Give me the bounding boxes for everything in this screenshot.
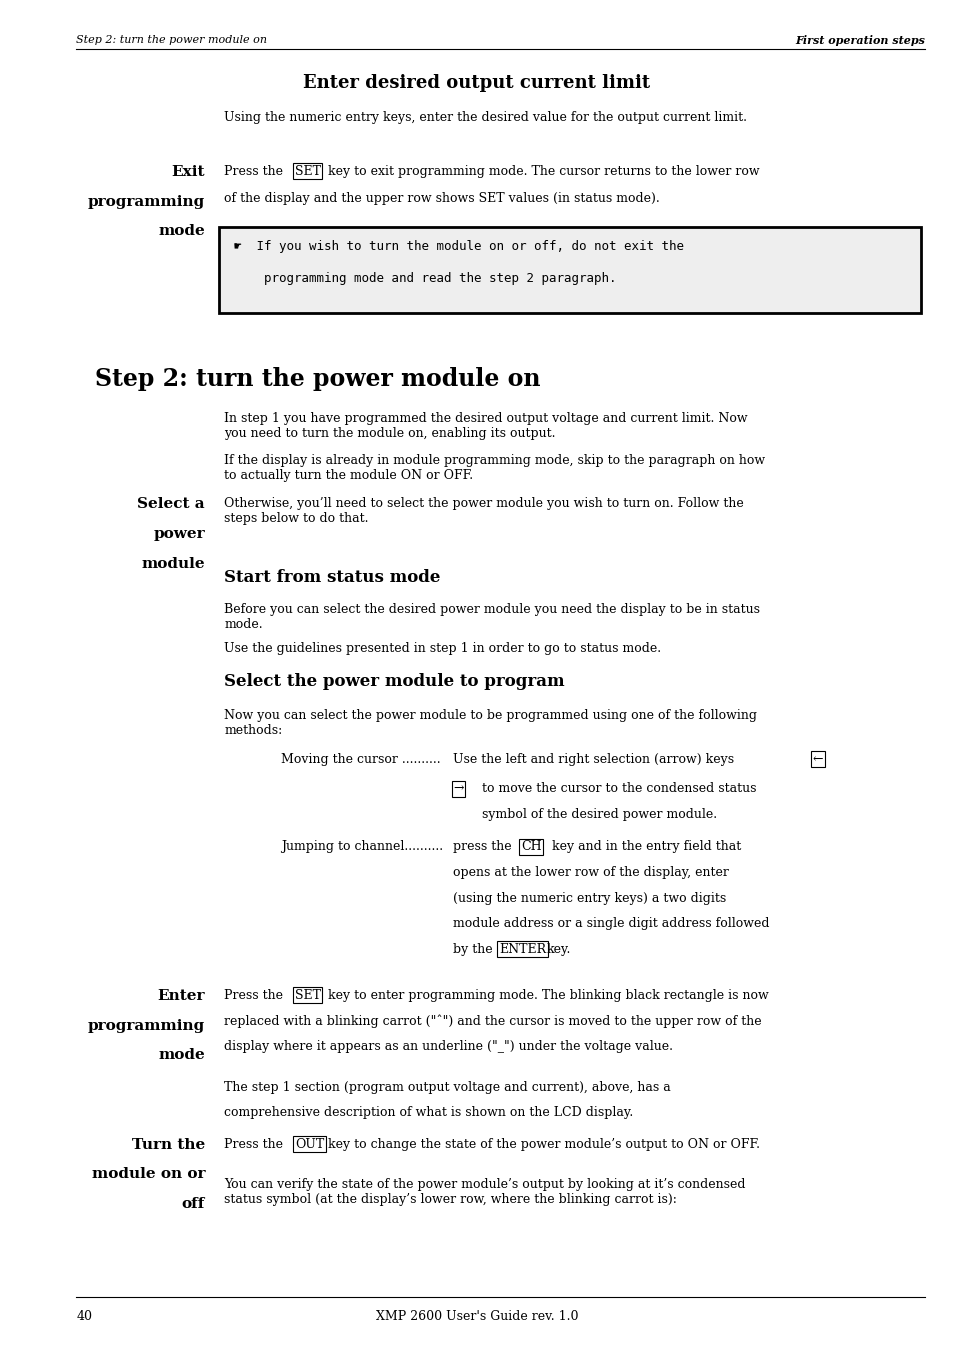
Text: Before you can select the desired power module you need the display to be in sta: Before you can select the desired power … <box>224 603 760 631</box>
Text: Select the power module to program: Select the power module to program <box>224 673 564 690</box>
Text: power: power <box>153 527 205 540</box>
Text: programming: programming <box>88 1019 205 1032</box>
Text: ☛  If you wish to turn the module on or off, do not exit the: ☛ If you wish to turn the module on or o… <box>233 240 683 254</box>
Text: Press the: Press the <box>224 989 283 1002</box>
Text: of the display and the upper row shows SET values (in status mode).: of the display and the upper row shows S… <box>224 192 659 205</box>
Text: programming mode and read the step 2 paragraph.: programming mode and read the step 2 par… <box>233 272 616 285</box>
Text: key to exit programming mode. The cursor returns to the lower row: key to exit programming mode. The cursor… <box>328 165 759 178</box>
Text: Select a: Select a <box>137 497 205 511</box>
Text: SET: SET <box>294 989 320 1002</box>
Text: ENTER: ENTER <box>498 943 545 957</box>
Text: Start from status mode: Start from status mode <box>224 569 440 586</box>
Text: If the display is already in module programming mode, skip to the paragraph on h: If the display is already in module prog… <box>224 454 764 482</box>
Text: You can verify the state of the power module’s output by looking at it’s condens: You can verify the state of the power mo… <box>224 1178 745 1206</box>
Text: Press the: Press the <box>224 165 283 178</box>
Text: The step 1 section (program output voltage and current), above, has a: The step 1 section (program output volta… <box>224 1081 670 1094</box>
Text: CH: CH <box>520 840 541 854</box>
Text: key to enter programming mode. The blinking black rectangle is now: key to enter programming mode. The blink… <box>328 989 768 1002</box>
Text: replaced with a blinking carrot ("ˆ") and the cursor is moved to the upper row o: replaced with a blinking carrot ("ˆ") an… <box>224 1015 761 1028</box>
Text: Otherwise, you’ll need to select the power module you wish to turn on. Follow th: Otherwise, you’ll need to select the pow… <box>224 497 743 526</box>
FancyBboxPatch shape <box>219 227 920 313</box>
Text: OUT: OUT <box>294 1138 324 1151</box>
Text: Press the: Press the <box>224 1138 283 1151</box>
Text: module on or: module on or <box>91 1167 205 1181</box>
Text: Use the guidelines presented in step 1 in order to go to status mode.: Use the guidelines presented in step 1 i… <box>224 642 660 655</box>
Text: symbol of the desired power module.: symbol of the desired power module. <box>481 808 716 821</box>
Text: mode: mode <box>158 224 205 238</box>
Text: Enter: Enter <box>157 989 205 1002</box>
Text: module address or a single digit address followed: module address or a single digit address… <box>453 917 769 931</box>
Text: Use the left and right selection (arrow) keys: Use the left and right selection (arrow)… <box>453 753 734 766</box>
Text: →: → <box>453 782 463 796</box>
Text: comprehensive description of what is shown on the LCD display.: comprehensive description of what is sho… <box>224 1106 633 1120</box>
Text: Enter desired output current limit: Enter desired output current limit <box>303 74 650 92</box>
Text: to move the cursor to the condensed status: to move the cursor to the condensed stat… <box>481 782 756 796</box>
Text: programming: programming <box>88 195 205 208</box>
Text: Exit: Exit <box>172 165 205 178</box>
Text: XMP 2600 User's Guide rev. 1.0: XMP 2600 User's Guide rev. 1.0 <box>375 1310 578 1324</box>
Text: press the: press the <box>453 840 511 854</box>
Text: (using the numeric entry keys) a two digits: (using the numeric entry keys) a two dig… <box>453 892 725 905</box>
Text: Now you can select the power module to be programmed using one of the following
: Now you can select the power module to b… <box>224 709 757 738</box>
Text: In step 1 you have programmed the desired output voltage and current limit. Now
: In step 1 you have programmed the desire… <box>224 412 747 440</box>
Text: Turn the: Turn the <box>132 1138 205 1151</box>
Text: 40: 40 <box>76 1310 92 1324</box>
Text: Moving the cursor ..........: Moving the cursor .......... <box>281 753 440 766</box>
Text: key and in the entry field that: key and in the entry field that <box>552 840 740 854</box>
Text: Jumping to channel..........: Jumping to channel.......... <box>281 840 443 854</box>
Text: Using the numeric entry keys, enter the desired value for the output current lim: Using the numeric entry keys, enter the … <box>224 111 746 124</box>
Text: key to change the state of the power module’s output to ON or OFF.: key to change the state of the power mod… <box>328 1138 760 1151</box>
Text: module: module <box>141 557 205 570</box>
Text: opens at the lower row of the display, enter: opens at the lower row of the display, e… <box>453 866 728 880</box>
Text: Step 2: turn the power module on: Step 2: turn the power module on <box>76 35 267 45</box>
Text: SET: SET <box>294 165 320 178</box>
Text: by the: by the <box>453 943 493 957</box>
Text: First operation steps: First operation steps <box>795 35 924 46</box>
Text: Step 2: turn the power module on: Step 2: turn the power module on <box>95 367 540 392</box>
Text: key.: key. <box>546 943 571 957</box>
Text: ←: ← <box>812 753 822 766</box>
Text: mode: mode <box>158 1048 205 1062</box>
Text: off: off <box>181 1197 205 1210</box>
Text: display where it appears as an underline ("_") under the voltage value.: display where it appears as an underline… <box>224 1040 673 1054</box>
